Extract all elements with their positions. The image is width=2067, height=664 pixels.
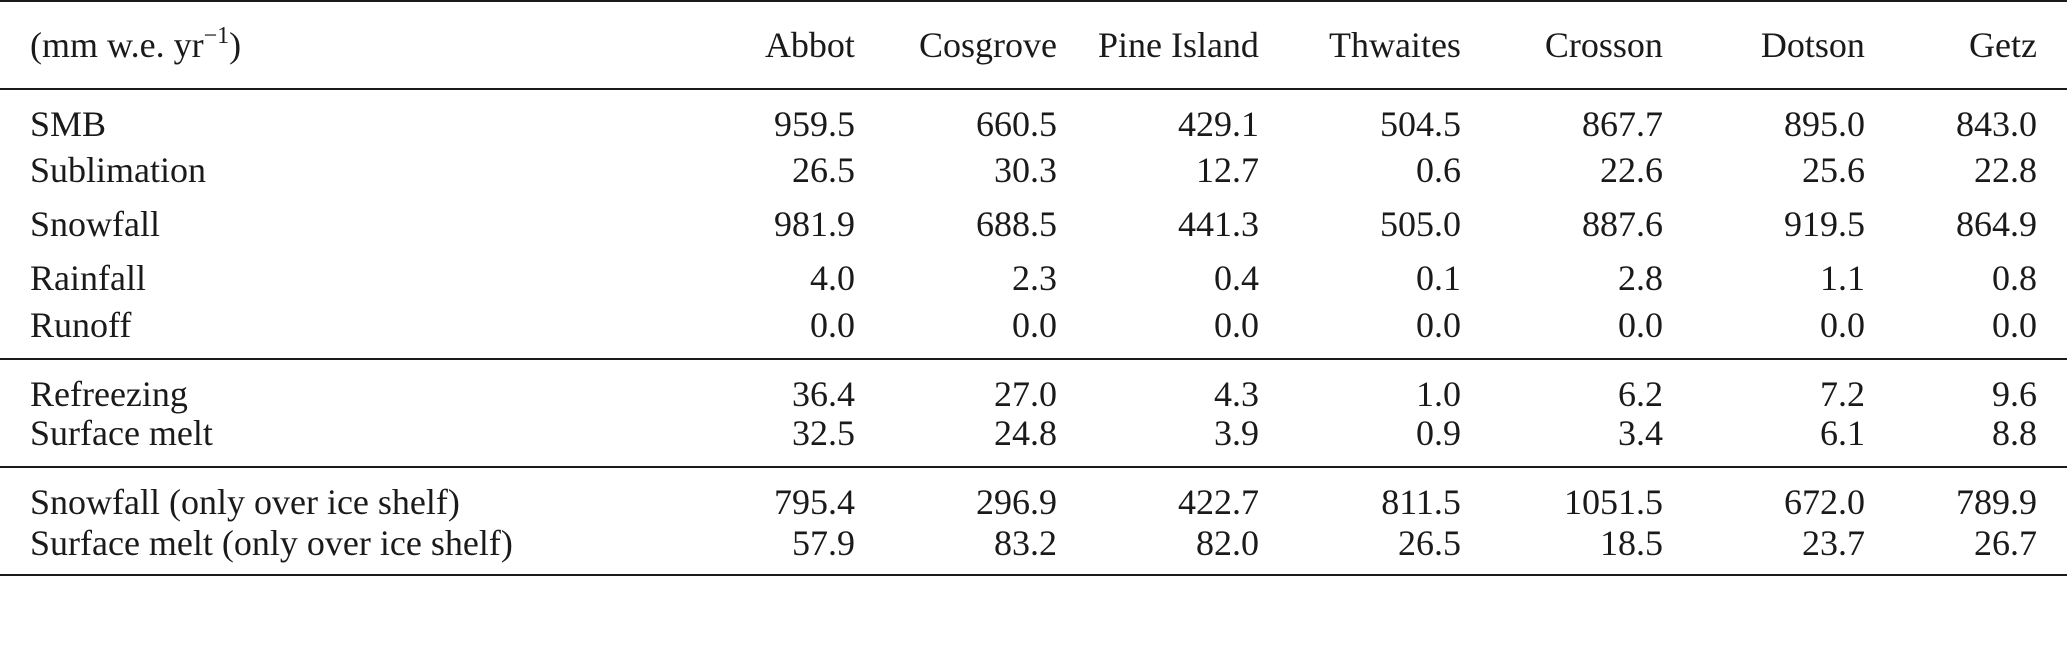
table-row: Refreezing 36.4 27.0 4.3 1.0 6.2 7.2 9.6 [0, 359, 2067, 413]
value-cell: 32.5 [652, 413, 855, 468]
value-cell: 22.6 [1599, 150, 1663, 190]
value-cell: 505.0 [1379, 204, 1461, 244]
value-cell: 422.7 [1177, 481, 1259, 522]
unit-header-cell: (mm w.e. yr−1) [0, 0, 653, 90]
row-label: Snowfall [30, 204, 160, 244]
value-cell: 895.0 [1783, 103, 1865, 144]
value-cell: 24.8 [854, 413, 1057, 468]
value-cell: 795.4 [773, 481, 855, 522]
value-cell: 981.9 [773, 204, 855, 244]
row-label: Surface melt (only over ice shelf) [0, 521, 653, 576]
value-cell: 0.4 [1213, 258, 1259, 298]
table-row: Runoff 0.0 0.0 0.0 0.0 0.0 0.0 0.0 [0, 305, 2067, 360]
row-label: Refreezing [30, 373, 188, 414]
column-header: Getz [1864, 0, 2067, 90]
column-header: Thwaites [1258, 0, 1461, 90]
value-cell: 919.5 [1783, 204, 1865, 244]
row-label: SMB [30, 103, 107, 144]
table-row: Rainfall 4.0 2.3 0.4 0.1 2.8 1.1 0.8 [0, 251, 2067, 305]
value-cell: 36.4 [791, 373, 855, 414]
value-cell: 26.5 [791, 150, 855, 190]
value-cell: 0.0 [1258, 305, 1461, 360]
value-cell: 1.0 [1415, 373, 1461, 414]
value-cell: 504.5 [1379, 103, 1461, 144]
value-cell: 660.5 [975, 103, 1057, 144]
table-row: SMB 959.5 660.5 429.1 504.5 867.7 895.0 843.0 [0, 89, 2067, 143]
value-cell: 0.0 [1662, 305, 1865, 360]
value-cell: 4.0 [809, 258, 855, 298]
value-cell: 429.1 [1177, 103, 1259, 144]
table-row: Snowfall (only over ice shelf) 795.4 296.9… [0, 467, 2067, 521]
value-cell: 12.7 [1195, 150, 1259, 190]
value-cell: 82.0 [1056, 521, 1259, 576]
value-cell: 672.0 [1783, 481, 1865, 522]
value-cell: 1051.5 [1563, 481, 1663, 522]
table-row: Surface melt (only over ice shelf) 57.9 83… [0, 521, 2067, 576]
column-header: Crosson [1460, 0, 1663, 90]
value-cell: 27.0 [993, 373, 1057, 414]
value-cell: 6.2 [1617, 373, 1663, 414]
value-cell: 3.9 [1056, 413, 1259, 468]
value-cell: 8.8 [1864, 413, 2067, 468]
row-label: Surface melt [0, 413, 653, 468]
value-cell: 2.8 [1617, 258, 1663, 298]
value-cell: 887.6 [1581, 204, 1663, 244]
unit-suffix: ) [229, 25, 242, 65]
value-cell: 22.8 [1974, 150, 2037, 190]
value-cell: 26.7 [1864, 521, 2067, 576]
value-cell: 25.6 [1801, 150, 1865, 190]
value-cell: 0.1 [1415, 258, 1461, 298]
value-cell: 1.1 [1819, 258, 1865, 298]
row-label: Rainfall [30, 258, 146, 298]
value-cell: 441.3 [1177, 204, 1259, 244]
value-cell: 3.4 [1460, 413, 1663, 468]
column-header: Abbot [652, 0, 855, 90]
column-header: Cosgrove [854, 0, 1057, 90]
value-cell: 296.9 [975, 481, 1057, 522]
value-cell: 30.3 [993, 150, 1057, 190]
value-cell: 0.0 [1460, 305, 1663, 360]
table-header: (mm w.e. yr−1) Abbot Cosgrove Pine Islan… [0, 0, 2067, 90]
value-cell: 57.9 [652, 521, 855, 576]
unit-prefix: (mm w.e. yr [30, 25, 204, 65]
value-cell: 843.0 [1956, 103, 2037, 144]
surface-mass-balance-table: (mm w.e. yr−1) Abbot Cosgrove Pine Islan… [0, 0, 2067, 576]
column-header: Pine Island [1056, 0, 1259, 90]
value-cell: 23.7 [1662, 521, 1865, 576]
value-cell: 83.2 [854, 521, 1057, 576]
value-cell: 864.9 [1956, 204, 2037, 244]
value-cell: 0.0 [1056, 305, 1259, 360]
value-cell: 867.7 [1581, 103, 1663, 144]
value-cell: 0.0 [1864, 305, 2067, 360]
value-cell: 6.1 [1662, 413, 1865, 468]
value-cell: 7.2 [1819, 373, 1865, 414]
row-label: Sublimation [30, 150, 207, 190]
unit-exponent: −1 [203, 23, 230, 49]
value-cell: 2.3 [1011, 258, 1057, 298]
column-header: Dotson [1662, 0, 1865, 90]
value-cell: 688.5 [975, 204, 1057, 244]
value-cell: 0.6 [1415, 150, 1461, 190]
table-row: Sublimation 26.5 30.3 12.7 0.6 22.6 25.6 22.8 [0, 143, 2067, 197]
row-label: Runoff [0, 305, 653, 360]
value-cell: 18.5 [1460, 521, 1663, 576]
table-row: Surface melt 32.5 24.8 3.9 0.9 3.4 6.1 8.8 [0, 413, 2067, 468]
row-label: Snowfall (only over ice shelf) [30, 481, 460, 522]
value-cell: 0.8 [1992, 258, 2037, 298]
value-cell: 789.9 [1956, 481, 2037, 522]
value-cell: 0.0 [652, 305, 855, 360]
value-cell: 0.0 [854, 305, 1057, 360]
header-row: (mm w.e. yr−1) Abbot Cosgrove Pine Islan… [0, 0, 2067, 90]
value-cell: 811.5 [1381, 481, 1461, 522]
value-cell: 9.6 [1992, 373, 2037, 414]
value-cell: 4.3 [1213, 373, 1259, 414]
value-cell: 26.5 [1258, 521, 1461, 576]
value-cell: 0.9 [1258, 413, 1461, 468]
table-row: Snowfall 981.9 688.5 441.3 505.0 887.6 919.5 86… [0, 197, 2067, 251]
value-cell: 959.5 [773, 103, 855, 144]
table-body: SMB 959.5 660.5 429.1 504.5 867.7 895.0 843.0 Su… [0, 89, 2067, 576]
